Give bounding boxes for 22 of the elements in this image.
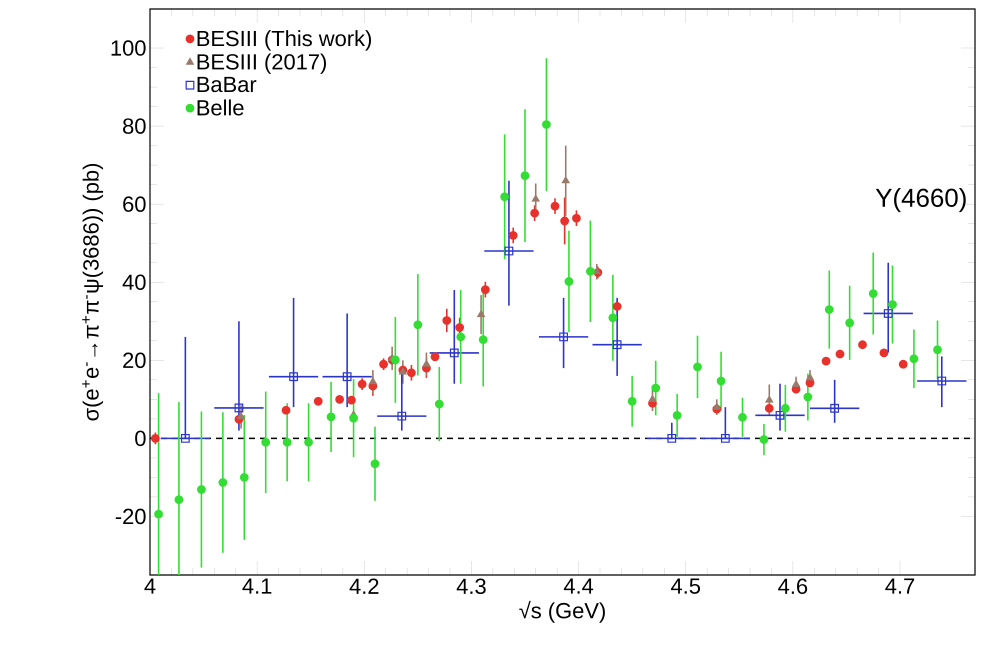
y-tick-label: 40 [122,274,146,290]
annotation: Y(4660) [876,188,966,212]
legend-label: Belle [198,99,244,116]
legend-label: BaBar [198,76,256,92]
x-tick-label: 4 [144,578,156,594]
x-tick-label: 4.3 [456,578,486,594]
x-tick-label: 4.7 [885,578,914,594]
x-axis-title: √s (GeV) [519,600,605,623]
y-tick-label: 0 [135,430,146,446]
y-tick-label: -20 [116,508,146,524]
legend-label: BESIII (This work) [198,30,371,51]
y-tick-label: 20 [123,352,146,368]
y-tick-label: 100 [112,40,146,56]
x-tick-label: 4.6 [778,578,808,594]
y-tick-label: 60 [123,196,146,212]
x-tick-label: 4.2 [350,578,378,594]
x-tick-label: 4.5 [670,578,700,594]
x-tick-label: 4.1 [242,578,272,594]
legend-label: BESIII (2017) [198,54,326,74]
y-tick-label: 80 [123,118,146,134]
x-tick-label: 4.4 [564,578,594,594]
text: σ(e$^{+}$e$^{-}$→π$^{+}$π$^{-}$ψ(3686)) (pb) [82,164,104,420]
